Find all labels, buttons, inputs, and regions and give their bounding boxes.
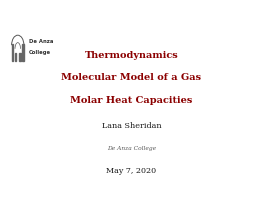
Bar bbox=[15, 53, 16, 61]
Text: Molecular Model of a Gas: Molecular Model of a Gas bbox=[62, 73, 201, 82]
Text: Thermodynamics: Thermodynamics bbox=[85, 51, 178, 60]
Text: De Anza: De Anza bbox=[29, 39, 53, 44]
Text: Lana Sheridan: Lana Sheridan bbox=[102, 122, 161, 130]
Text: May 7, 2020: May 7, 2020 bbox=[107, 167, 156, 175]
Bar bbox=[19, 53, 21, 61]
Bar bbox=[12, 45, 13, 61]
Text: College: College bbox=[29, 50, 51, 55]
Text: Molar Heat Capacities: Molar Heat Capacities bbox=[70, 96, 193, 105]
Bar bbox=[22, 45, 24, 61]
Text: De Anza College: De Anza College bbox=[107, 146, 156, 151]
